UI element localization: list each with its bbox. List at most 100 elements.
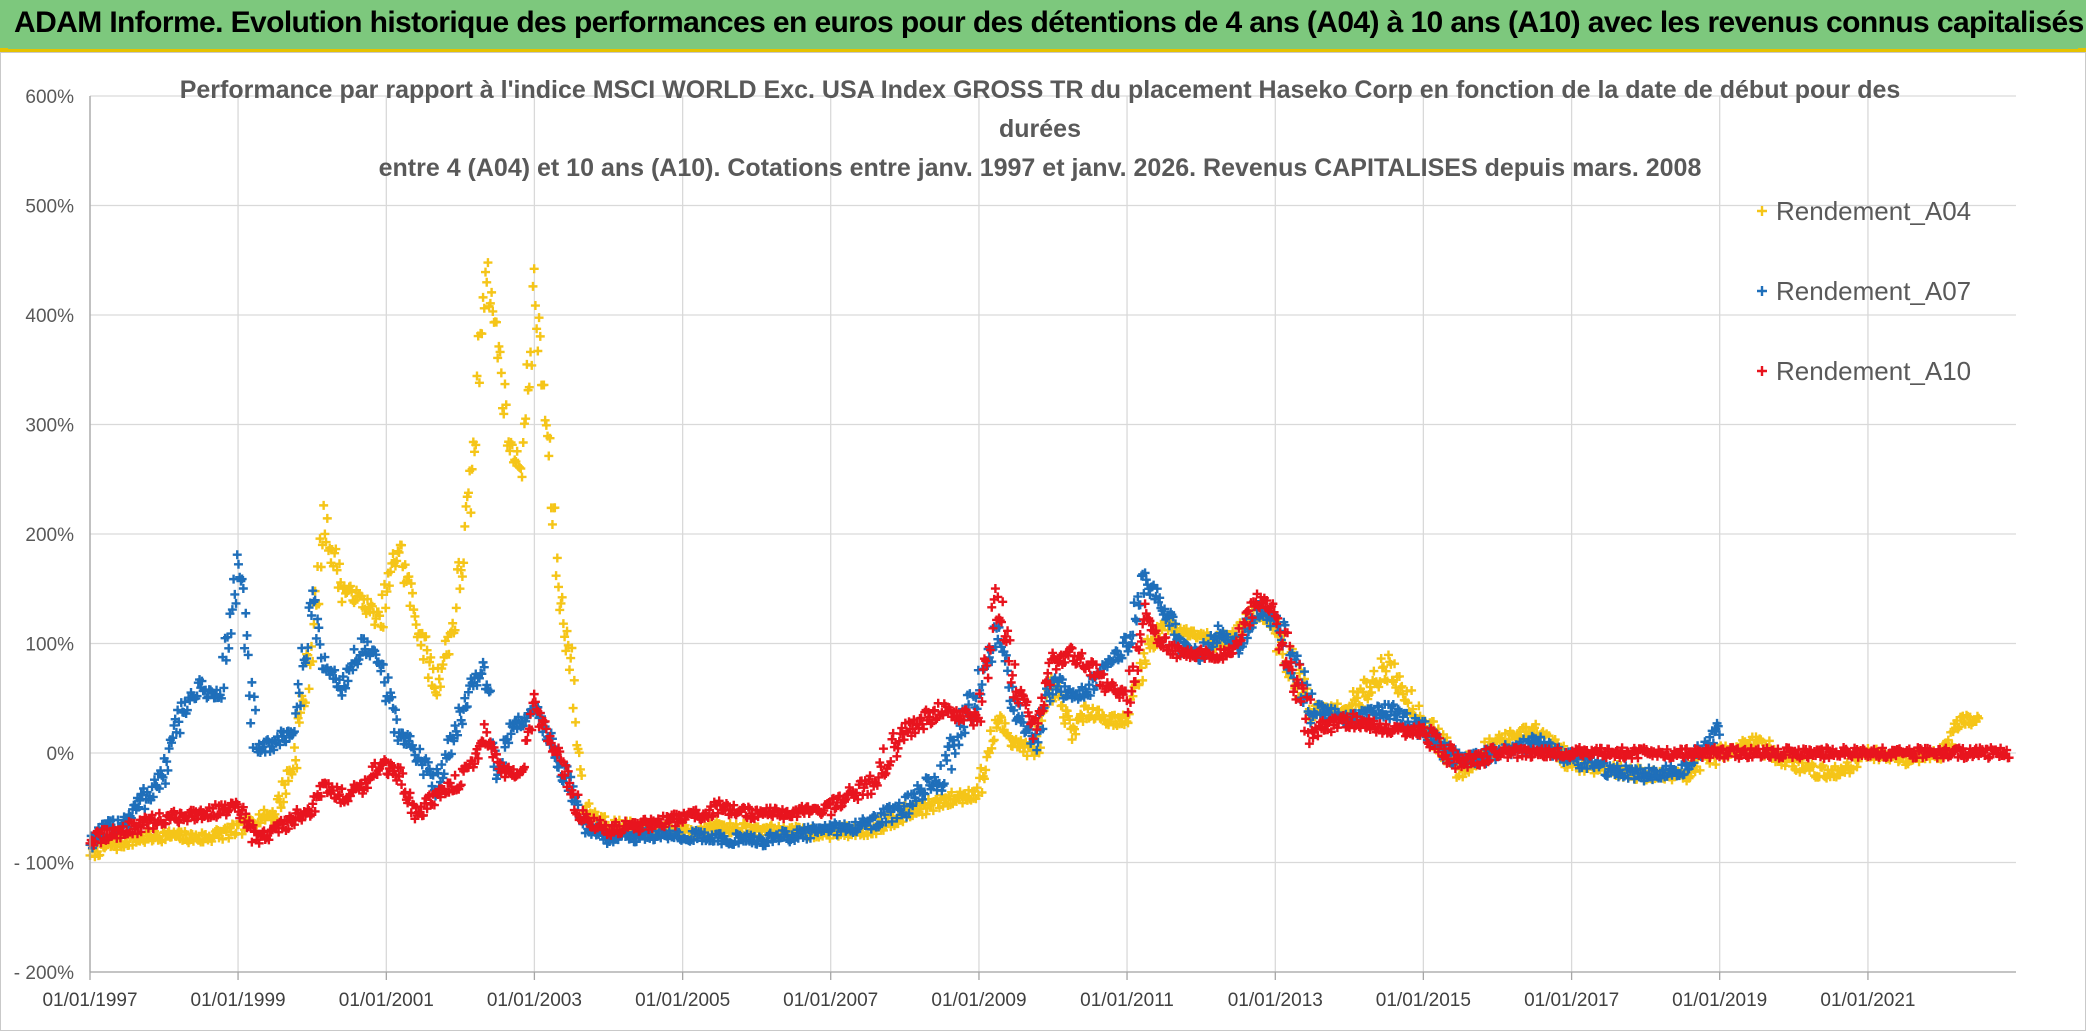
- data-point: [348, 665, 358, 675]
- x-tick-label: 01/01/2001: [339, 990, 434, 1011]
- data-point: [569, 675, 579, 685]
- data-point: [173, 816, 183, 826]
- data-point: [226, 629, 236, 639]
- data-point: [904, 808, 914, 818]
- data-point: [113, 815, 123, 825]
- data-point: [530, 697, 540, 707]
- data-point: [535, 708, 545, 718]
- data-point: [337, 690, 347, 700]
- x-tick-label: 01/01/2019: [1672, 990, 1767, 1011]
- data-point: [532, 324, 542, 334]
- data-point: [555, 747, 565, 757]
- data-point: [220, 800, 230, 810]
- data-point: [1140, 568, 1150, 578]
- data-point: [719, 831, 729, 841]
- data-point: [421, 632, 431, 642]
- data-point: [362, 783, 372, 793]
- data-point: [1189, 626, 1199, 636]
- data-point: [1388, 677, 1398, 687]
- data-point: [481, 267, 491, 277]
- data-point: [472, 371, 482, 381]
- data-point: [423, 791, 433, 801]
- data-point: [238, 802, 248, 812]
- data-point: [1094, 705, 1104, 715]
- data-point: [1818, 760, 1828, 770]
- data-point: [411, 620, 421, 630]
- data-point: [387, 760, 397, 770]
- data-point: [1685, 771, 1695, 781]
- data-point: [563, 766, 573, 776]
- data-point: [154, 784, 164, 794]
- data-point: [1070, 724, 1079, 734]
- data-point: [870, 812, 880, 822]
- data-point: [545, 433, 555, 443]
- data-point: [175, 728, 185, 738]
- data-point: [1603, 771, 1613, 781]
- data-point: [163, 765, 173, 775]
- data-point: [483, 258, 493, 268]
- data-point: [378, 660, 388, 670]
- data-point: [1635, 764, 1645, 774]
- data-point: [1228, 626, 1238, 636]
- data-point: [160, 835, 170, 845]
- header-banner: ADAM Informe. Evolution historique des p…: [0, 0, 2086, 52]
- data-point: [246, 718, 256, 728]
- data-point: [577, 771, 587, 781]
- data-point: [471, 440, 481, 450]
- data-point: [805, 833, 815, 843]
- data-point: [418, 654, 428, 664]
- data-point: [461, 501, 471, 511]
- data-point: [575, 764, 585, 774]
- banner-corner-right: [2078, 48, 2086, 52]
- y-tick-label: 200%: [25, 525, 74, 546]
- data-point: [387, 692, 397, 702]
- data-point: [455, 584, 465, 594]
- data-point: [300, 698, 310, 708]
- data-point: [320, 652, 330, 662]
- data-point: [1396, 683, 1406, 693]
- data-point: [1893, 757, 1903, 767]
- data-point: [1394, 671, 1404, 681]
- data-point: [289, 820, 299, 830]
- data-point: [571, 717, 581, 727]
- y-tick-label: 100%: [25, 635, 74, 656]
- data-point: [392, 715, 402, 725]
- data-point: [314, 623, 324, 633]
- y-tick-label: - 100%: [14, 854, 74, 875]
- data-point: [232, 799, 242, 809]
- x-tick-label: 01/01/2015: [1376, 990, 1471, 1011]
- data-point: [1362, 677, 1372, 687]
- data-point: [1306, 718, 1316, 728]
- data-point: [595, 815, 605, 825]
- data-point: [1128, 691, 1138, 701]
- data-point: [1599, 758, 1609, 768]
- data-point: [379, 677, 389, 687]
- data-point: [297, 815, 307, 825]
- data-point: [173, 705, 183, 715]
- data-point: [1032, 745, 1042, 755]
- data-point: [316, 791, 326, 801]
- data-point: [947, 787, 957, 797]
- data-point: [917, 794, 927, 804]
- data-point: [1629, 774, 1639, 784]
- data-point: [293, 679, 303, 689]
- data-point: [500, 772, 510, 782]
- data-point: [1358, 687, 1368, 697]
- data-point: [1085, 691, 1095, 701]
- data-point: [303, 643, 313, 653]
- data-point: [1181, 624, 1191, 634]
- data-point: [1690, 767, 1700, 777]
- data-point: [1420, 716, 1430, 726]
- data-point: [600, 812, 610, 822]
- data-point: [1168, 612, 1178, 622]
- page-title: ADAM Informe. Evolution historique des p…: [14, 6, 2084, 39]
- data-point: [506, 729, 516, 739]
- data-point: [1393, 704, 1403, 714]
- data-point: [459, 558, 469, 568]
- data-point: [167, 738, 177, 748]
- data-point: [343, 796, 353, 806]
- data-point: [560, 632, 570, 642]
- data-point: [456, 780, 466, 790]
- data-point: [169, 806, 179, 816]
- data-point: [1414, 701, 1424, 711]
